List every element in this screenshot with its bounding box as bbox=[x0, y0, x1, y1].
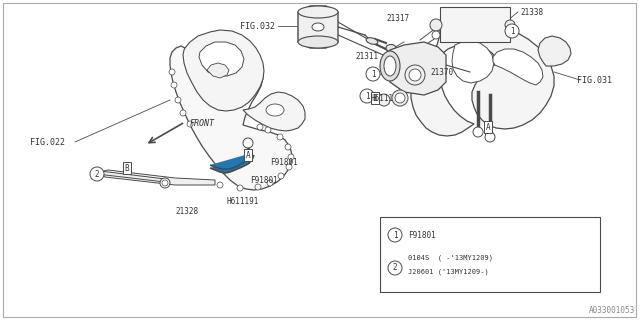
Polygon shape bbox=[493, 49, 543, 85]
Circle shape bbox=[277, 134, 283, 140]
Circle shape bbox=[160, 178, 170, 188]
Polygon shape bbox=[452, 41, 494, 83]
Circle shape bbox=[90, 167, 104, 181]
Circle shape bbox=[395, 93, 405, 103]
Circle shape bbox=[473, 127, 483, 137]
Text: B: B bbox=[372, 93, 378, 102]
Polygon shape bbox=[298, 6, 338, 48]
Circle shape bbox=[366, 67, 380, 81]
Ellipse shape bbox=[380, 51, 400, 81]
Ellipse shape bbox=[298, 36, 338, 48]
Circle shape bbox=[432, 31, 440, 39]
Text: A: A bbox=[246, 150, 250, 159]
Text: 2: 2 bbox=[393, 263, 397, 273]
Text: J20601 ('13MY1209-): J20601 ('13MY1209-) bbox=[408, 269, 489, 275]
Circle shape bbox=[180, 110, 186, 116]
Text: 1: 1 bbox=[393, 230, 397, 239]
Circle shape bbox=[94, 171, 100, 177]
Text: F91801: F91801 bbox=[408, 230, 436, 239]
Text: F91801: F91801 bbox=[270, 157, 298, 166]
Circle shape bbox=[485, 132, 495, 142]
Text: 1: 1 bbox=[371, 69, 375, 78]
Polygon shape bbox=[390, 42, 446, 95]
Ellipse shape bbox=[366, 38, 378, 44]
Ellipse shape bbox=[386, 44, 396, 52]
Text: H6111: H6111 bbox=[370, 93, 393, 102]
Text: 2: 2 bbox=[95, 170, 99, 179]
Polygon shape bbox=[210, 153, 252, 169]
Circle shape bbox=[505, 24, 519, 38]
Circle shape bbox=[360, 89, 374, 103]
Text: 1: 1 bbox=[365, 92, 369, 100]
Polygon shape bbox=[183, 30, 264, 111]
Circle shape bbox=[267, 180, 273, 186]
Circle shape bbox=[265, 127, 271, 133]
Text: 21370: 21370 bbox=[430, 68, 453, 76]
Polygon shape bbox=[199, 42, 244, 76]
Circle shape bbox=[430, 19, 442, 31]
Circle shape bbox=[237, 185, 243, 191]
Text: FIG.022: FIG.022 bbox=[30, 138, 65, 147]
Polygon shape bbox=[538, 36, 571, 66]
Circle shape bbox=[175, 97, 181, 103]
Text: F91801: F91801 bbox=[250, 175, 278, 185]
Text: FIG.032: FIG.032 bbox=[240, 21, 275, 30]
Polygon shape bbox=[210, 155, 254, 173]
Circle shape bbox=[288, 154, 294, 160]
Text: A033001053: A033001053 bbox=[589, 306, 635, 315]
Text: B: B bbox=[125, 164, 129, 172]
Text: FIG.031: FIG.031 bbox=[577, 76, 612, 84]
Circle shape bbox=[388, 228, 402, 242]
Polygon shape bbox=[100, 170, 215, 185]
Circle shape bbox=[169, 69, 175, 75]
Circle shape bbox=[278, 173, 284, 179]
Text: 21338: 21338 bbox=[520, 7, 543, 17]
Ellipse shape bbox=[266, 104, 284, 116]
Circle shape bbox=[286, 164, 292, 170]
Circle shape bbox=[257, 124, 263, 130]
Text: 0104S  ( -'13MY1209): 0104S ( -'13MY1209) bbox=[408, 255, 493, 261]
Circle shape bbox=[285, 144, 291, 150]
Circle shape bbox=[217, 182, 223, 188]
Polygon shape bbox=[411, 20, 554, 136]
Circle shape bbox=[171, 82, 177, 88]
Text: H611191: H611191 bbox=[226, 197, 259, 206]
Text: FRONT: FRONT bbox=[190, 118, 215, 127]
Polygon shape bbox=[243, 92, 305, 131]
Polygon shape bbox=[170, 36, 292, 190]
Bar bbox=[380, 217, 600, 292]
Circle shape bbox=[243, 138, 253, 148]
Text: 21328: 21328 bbox=[175, 207, 198, 217]
Circle shape bbox=[505, 20, 515, 30]
Polygon shape bbox=[207, 63, 229, 78]
Circle shape bbox=[187, 121, 193, 127]
Circle shape bbox=[162, 180, 168, 186]
Text: 21311: 21311 bbox=[355, 52, 378, 60]
Circle shape bbox=[255, 184, 261, 190]
Ellipse shape bbox=[312, 23, 324, 31]
Circle shape bbox=[92, 169, 102, 179]
Circle shape bbox=[409, 69, 421, 81]
Text: 1: 1 bbox=[509, 27, 515, 36]
Text: 21317: 21317 bbox=[386, 13, 409, 22]
Ellipse shape bbox=[384, 56, 396, 76]
Circle shape bbox=[378, 94, 390, 106]
Ellipse shape bbox=[298, 6, 338, 18]
Text: A: A bbox=[486, 123, 490, 132]
Bar bbox=[440, 7, 510, 42]
Circle shape bbox=[392, 90, 408, 106]
Circle shape bbox=[388, 261, 402, 275]
Circle shape bbox=[405, 65, 425, 85]
